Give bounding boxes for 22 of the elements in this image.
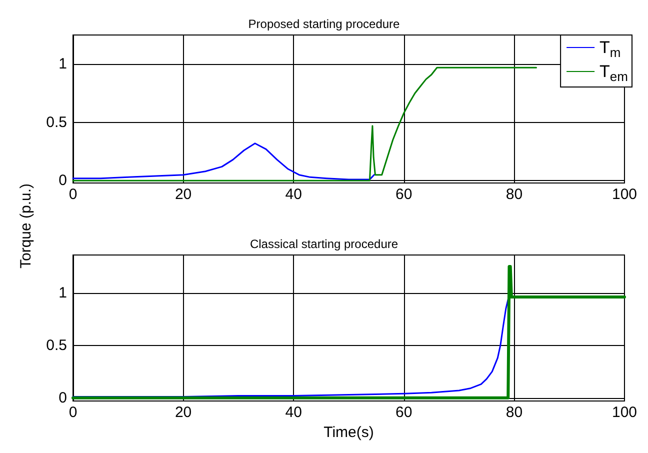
x-tick-label: 100 xyxy=(612,404,637,421)
chart-title: Proposed starting procedure xyxy=(248,17,400,31)
y-tick-label: 1 xyxy=(58,56,67,73)
x-tick-label: 80 xyxy=(506,186,523,203)
y-tick-label: 0 xyxy=(58,389,67,406)
x-tick-label: 60 xyxy=(396,404,412,421)
x-tick-label: 20 xyxy=(174,404,192,421)
x-tick-label: 100 xyxy=(612,186,637,203)
y-axis-title: Torque (p.u.) xyxy=(18,183,34,269)
y-tick-label: 0 xyxy=(58,172,67,190)
y-tick-label: 0.5 xyxy=(46,336,67,354)
x-axis-title: Time(s) xyxy=(324,424,374,441)
line-series xyxy=(72,142,375,180)
x-tick-label: 40 xyxy=(285,186,302,203)
line-series xyxy=(72,66,537,182)
chart-title: Classical starting procedure xyxy=(250,237,398,251)
y-tick-label: 0.5 xyxy=(46,114,67,131)
x-tick-label: 80 xyxy=(506,404,523,421)
x-tick-label: 40 xyxy=(285,404,302,421)
x-tick-label: 60 xyxy=(396,186,412,203)
y-tick-label: 1 xyxy=(58,284,67,302)
x-tick-label: 20 xyxy=(174,186,192,203)
